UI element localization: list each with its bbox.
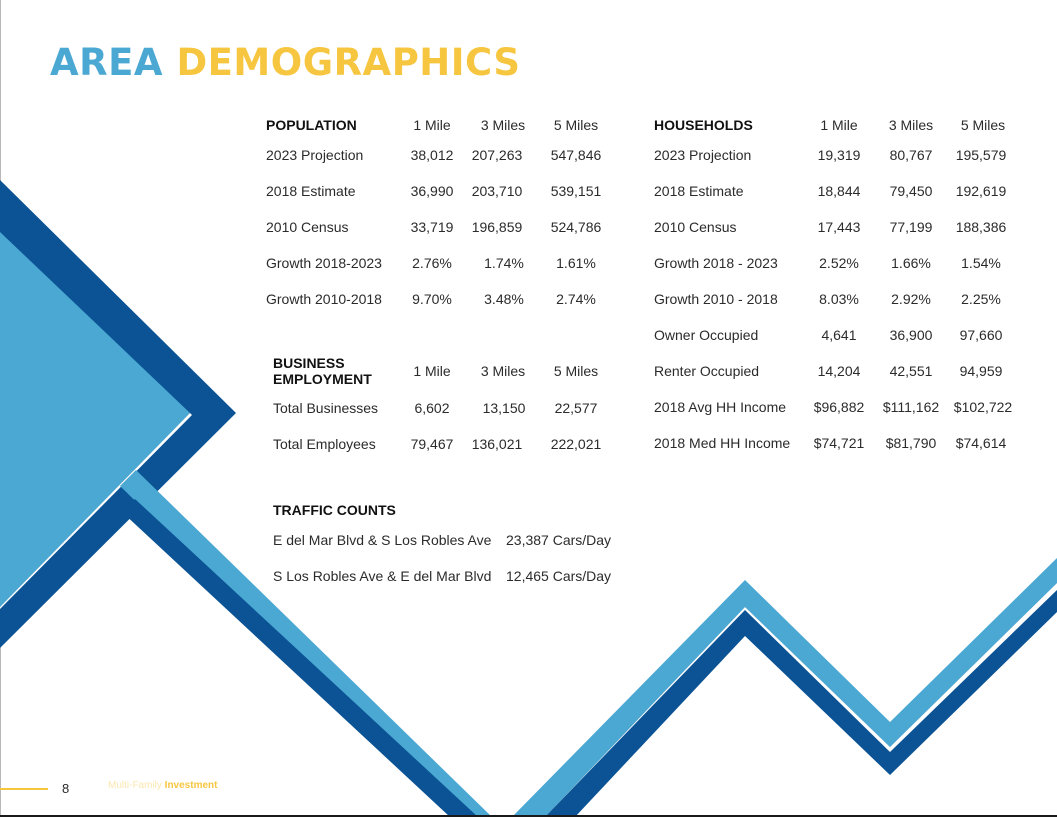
households-value: $102,722 bbox=[953, 399, 1013, 415]
households-col-2: 3 Miles bbox=[888, 117, 934, 133]
households-value: 195,579 bbox=[955, 147, 1007, 163]
title-word-demographics: DEMOGRAPHICS bbox=[176, 41, 521, 84]
population-row-label: Growth 2010-2018 bbox=[266, 291, 382, 307]
population-row-label: 2010 Census bbox=[266, 219, 349, 235]
households-value: 80,767 bbox=[889, 147, 933, 163]
households-value: $111,162 bbox=[882, 399, 940, 415]
households-value: 2.52% bbox=[819, 255, 859, 271]
light-blue-triangle bbox=[0, 232, 190, 607]
households-value: 2.92% bbox=[891, 291, 931, 307]
population-value: 1.61% bbox=[556, 255, 596, 271]
households-row-label: 2018 Avg HH Income bbox=[654, 399, 787, 415]
business-value: 222,021 bbox=[550, 436, 602, 452]
white-gap bbox=[0, 413, 192, 609]
business-col-3: 5 Miles bbox=[553, 363, 599, 379]
households-value: 94,959 bbox=[959, 363, 1003, 379]
page-number: 8 bbox=[62, 781, 70, 796]
households-row-label: 2023 Projection bbox=[654, 147, 752, 163]
population-row-label: Growth 2018-2023 bbox=[266, 255, 382, 271]
title-word-area: AREA bbox=[50, 41, 164, 84]
zigzag-white-gap bbox=[545, 583, 1057, 817]
households-header: HOUSEHOLDS bbox=[654, 117, 753, 133]
population-value: 2.76% bbox=[412, 255, 452, 271]
population-value: 9.70% bbox=[412, 291, 452, 307]
households-value: $81,790 bbox=[885, 435, 937, 451]
households-value: 1.54% bbox=[961, 255, 1001, 271]
traffic-header: TRAFFIC COUNTS bbox=[273, 502, 396, 518]
business-value: 6,602 bbox=[414, 400, 450, 416]
population-value: 547,846 bbox=[550, 147, 602, 163]
population-value: 1.74% bbox=[484, 255, 524, 271]
traffic-value: 12,465 Cars/Day bbox=[506, 568, 612, 584]
population-value: 38,012 bbox=[410, 147, 454, 163]
households-value: 192,619 bbox=[955, 183, 1007, 199]
business-col-2: 3 Miles bbox=[480, 363, 526, 379]
households-value: 97,660 bbox=[959, 327, 1003, 343]
population-value: 33,719 bbox=[410, 219, 454, 235]
households-value: 36,900 bbox=[889, 327, 933, 343]
population-value: 539,151 bbox=[550, 183, 602, 199]
population-col-1: 1 Mile bbox=[413, 117, 451, 133]
population-header: POPULATION bbox=[266, 117, 357, 133]
households-value: 77,199 bbox=[889, 219, 933, 235]
population-value: 524,786 bbox=[550, 219, 602, 235]
households-value: 2.25% bbox=[961, 291, 1001, 307]
households-value: $74,721 bbox=[813, 435, 865, 451]
footer-label-bold: Investment bbox=[164, 780, 218, 791]
population-value: 2.74% bbox=[556, 291, 596, 307]
business-value: 22,577 bbox=[554, 400, 598, 416]
households-value: 1.66% bbox=[891, 255, 931, 271]
population-value: 3.48% bbox=[484, 291, 524, 307]
population-value: 203,710 bbox=[471, 183, 523, 199]
households-value: 79,450 bbox=[889, 183, 933, 199]
dark-blue-zigzag bbox=[545, 583, 1057, 817]
traffic-row-label: S Los Robles Ave & E del Mar Blvd bbox=[273, 568, 492, 584]
households-value: $96,882 bbox=[813, 399, 865, 415]
households-value: 17,443 bbox=[817, 219, 861, 235]
business-header-line2: EMPLOYMENT bbox=[273, 371, 372, 387]
population-value: 207,263 bbox=[471, 147, 523, 163]
households-value: 188,386 bbox=[955, 219, 1007, 235]
business-value: 79,467 bbox=[410, 436, 454, 452]
business-value: 136,021 bbox=[471, 436, 523, 452]
business-row-label: Total Employees bbox=[273, 436, 376, 452]
households-row-label: Growth 2010 - 2018 bbox=[654, 291, 778, 307]
households-row-label: 2018 Med HH Income bbox=[654, 435, 791, 451]
light-blue-stripe-down bbox=[120, 470, 492, 817]
households-value: 8.03% bbox=[819, 291, 859, 307]
households-row-label: 2018 Estimate bbox=[654, 183, 744, 199]
population-row-label: 2018 Estimate bbox=[266, 183, 356, 199]
households-value: 18,844 bbox=[817, 183, 861, 199]
footer-label: Multi-Family Investment bbox=[108, 780, 217, 791]
population-value: 196,859 bbox=[471, 219, 523, 235]
households-value: 14,204 bbox=[817, 363, 861, 379]
households-row-label: 2010 Census bbox=[654, 219, 737, 235]
business-row-label: Total Businesses bbox=[273, 400, 379, 416]
footer-label-light: Multi-Family bbox=[108, 780, 162, 791]
households-row-label: Growth 2018 - 2023 bbox=[654, 255, 778, 271]
traffic-value: 23,387 Cars/Day bbox=[506, 532, 612, 548]
households-col-3: 5 Miles bbox=[960, 117, 1006, 133]
population-row-label: 2023 Projection bbox=[266, 147, 364, 163]
population-col-3: 5 Miles bbox=[553, 117, 599, 133]
traffic-row-label: E del Mar Blvd & S Los Robles Ave bbox=[273, 532, 492, 548]
footer-accent-line bbox=[0, 788, 48, 790]
page-bottom-border bbox=[0, 815, 1057, 817]
population-col-2: 3 Miles bbox=[480, 117, 526, 133]
households-col-1: 1 Mile bbox=[820, 117, 858, 133]
page-title: AREA DEMOGRAPHICS bbox=[50, 40, 521, 86]
households-value: 4,641 bbox=[821, 327, 857, 343]
business-header-line1: BUSINESS bbox=[273, 355, 345, 371]
households-value: 42,551 bbox=[889, 363, 933, 379]
households-row-label: Renter Occupied bbox=[654, 363, 760, 379]
households-value: 19,319 bbox=[817, 147, 861, 163]
light-blue-zigzag bbox=[512, 558, 1057, 817]
dark-blue-stripe-down bbox=[122, 499, 478, 817]
households-row-label: Owner Occupied bbox=[654, 327, 759, 343]
business-col-1: 1 Mile bbox=[413, 363, 451, 379]
business-value: 13,150 bbox=[482, 400, 526, 416]
households-value: $74,614 bbox=[955, 435, 1007, 451]
population-value: 36,990 bbox=[410, 183, 454, 199]
